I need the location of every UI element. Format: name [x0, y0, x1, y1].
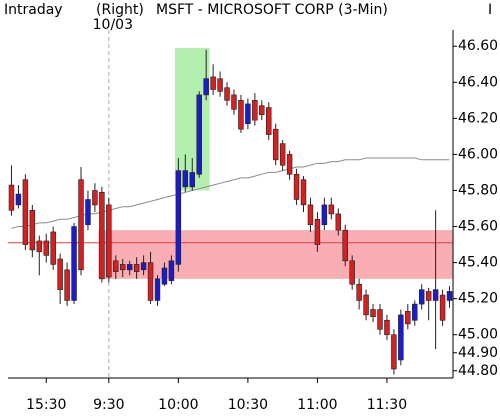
x-tick-label: 10:00 [158, 397, 198, 413]
candle-body [446, 291, 453, 301]
candle-body [238, 100, 244, 130]
candle-body [50, 231, 56, 265]
header-symbol: MSFT - MICROSOFT CORP (3-Min) [156, 2, 388, 18]
candle-body [29, 210, 36, 251]
candle-body [210, 76, 216, 90]
candle-body [356, 283, 362, 301]
candle-body [22, 179, 29, 245]
candle-body [43, 240, 49, 256]
date-label: 10/03 [93, 17, 133, 33]
candle-body [196, 94, 202, 175]
header-side: (Right) [96, 2, 144, 18]
candle-body [217, 78, 223, 92]
candle-body [321, 204, 328, 226]
candle-body [328, 204, 335, 215]
candle-body [203, 78, 209, 96]
candle-body [224, 87, 230, 101]
candle-body [175, 170, 182, 265]
candle-body [252, 100, 258, 121]
y-tick-label: 46.40 [458, 74, 498, 90]
candle-body [439, 294, 446, 321]
candle-body [349, 260, 355, 285]
candle-body [147, 262, 154, 301]
candle-body [78, 179, 84, 271]
y-tick-label: 45.60 [458, 219, 498, 235]
candle-body [335, 213, 342, 231]
candle-body [405, 310, 411, 325]
candle-body [113, 260, 119, 272]
candle-body [307, 204, 314, 226]
candle-body [370, 309, 376, 317]
candle-body [266, 107, 272, 135]
candle-body [161, 267, 168, 285]
y-tick-label: 44.80 [458, 363, 498, 379]
candle-body [168, 260, 175, 281]
candle-body [8, 184, 15, 211]
candle-body [126, 264, 133, 271]
y-tick-label: 46.20 [458, 110, 498, 126]
candle-body [418, 289, 425, 305]
y-tick-label: 46.00 [458, 146, 498, 162]
x-tick-label: 11:00 [297, 397, 337, 413]
candle-body [36, 240, 43, 253]
candle-body [85, 199, 91, 226]
candle-body [391, 334, 397, 370]
candle-body [15, 193, 22, 206]
candle-body [106, 204, 112, 278]
x-tick-label: 15:30 [26, 397, 66, 413]
x-tick-label: 11:30 [367, 397, 407, 413]
candle-body [384, 320, 390, 336]
candle-body [300, 179, 307, 206]
candle-body [293, 173, 300, 200]
candle-body [286, 154, 293, 175]
candle-body [279, 143, 286, 166]
candle-body [64, 269, 70, 301]
candle-body [133, 264, 140, 272]
x-tick-label: 10:30 [228, 397, 268, 413]
candle-body [154, 278, 161, 301]
candle-body [363, 294, 369, 316]
candle-body [99, 191, 105, 280]
y-tick-label: 45.80 [458, 182, 498, 198]
y-tick-label: 44.90 [458, 345, 498, 361]
candle-body [398, 314, 404, 361]
candle-body [432, 289, 439, 301]
candle-body [140, 262, 147, 271]
zone [98, 230, 453, 279]
moving-average [11, 157, 450, 229]
candle-body [245, 103, 251, 125]
y-tick-label: 45.00 [458, 327, 498, 343]
header-marker: I [488, 2, 492, 18]
candle-body [231, 94, 237, 110]
candle-body [425, 291, 432, 301]
y-tick-label: 46.60 [458, 38, 498, 54]
y-tick-label: 45.40 [458, 255, 498, 271]
candle-body [57, 258, 63, 290]
candle-body [342, 229, 348, 262]
candle-body [189, 172, 195, 188]
y-tick-label: 45.20 [458, 291, 498, 307]
candle-body [377, 309, 383, 330]
candle-body [119, 264, 126, 271]
candle-body [259, 105, 265, 116]
candle-body [272, 128, 279, 161]
header-mode: Intraday [4, 2, 63, 18]
candle-body [314, 219, 321, 245]
x-tick-label: 9:30 [93, 397, 124, 413]
candle-body [412, 303, 418, 321]
candle-body [182, 170, 189, 188]
candle-body [92, 190, 98, 206]
candle-body [71, 226, 77, 301]
